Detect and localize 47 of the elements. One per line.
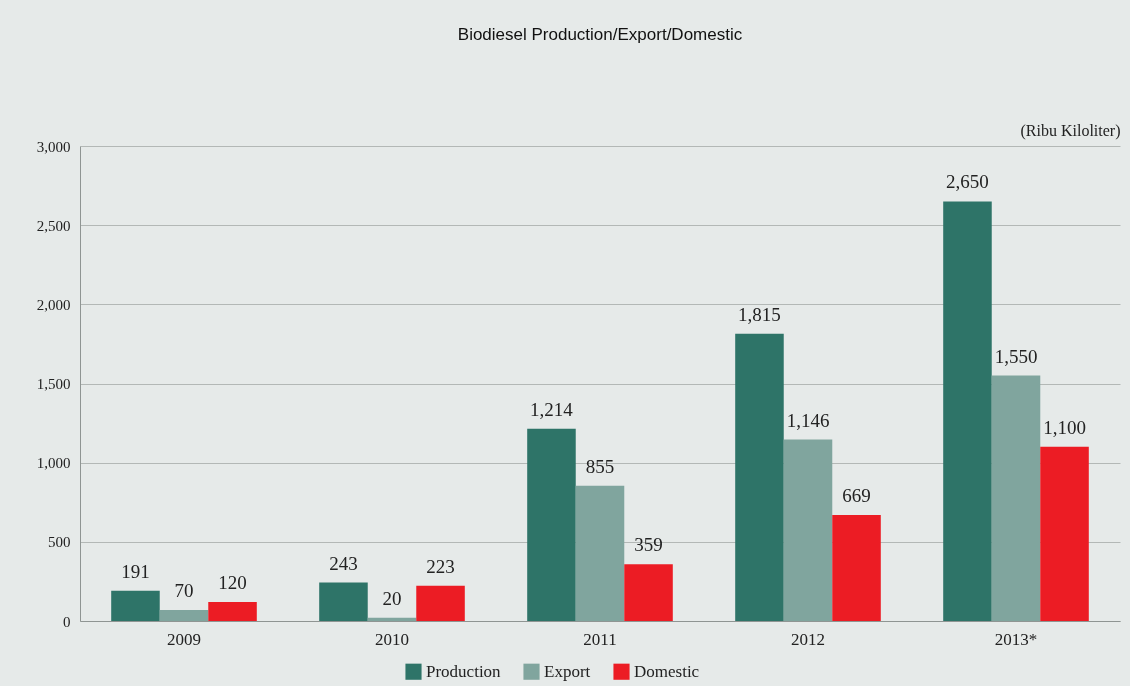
data-label: 855: [585, 455, 615, 477]
y-tick-label: 3,000: [36, 138, 71, 155]
x-tick-label: 2009: [167, 629, 201, 649]
data-label: 20: [382, 587, 402, 609]
data-label: 70: [174, 579, 194, 601]
bar: [832, 515, 881, 621]
bar: [367, 617, 417, 621]
x-tick-label: 2013*: [994, 629, 1038, 649]
bar: [527, 428, 576, 621]
y-tick-label: 2,000: [36, 296, 71, 313]
bar: [319, 582, 368, 621]
x-tick-label: 2010: [375, 629, 409, 649]
bar: [208, 602, 257, 621]
data-label: 1,815: [738, 303, 781, 325]
data-label: 243: [329, 552, 358, 574]
bar: [783, 439, 833, 621]
bar: [111, 590, 160, 621]
y-tick-label: 2,500: [36, 217, 71, 234]
bar: [943, 201, 992, 621]
legend-label: Domestic: [634, 661, 700, 681]
x-tick-label: 2011: [583, 629, 617, 649]
y-axis-title: (Ribu Kiloliter): [1020, 121, 1121, 140]
bar: [735, 333, 784, 621]
data-label: 1,550: [994, 345, 1038, 367]
legend-label: Production: [426, 661, 502, 681]
bar: [416, 585, 465, 621]
y-tick-label: 500: [48, 534, 71, 551]
bar: [1040, 446, 1089, 621]
data-label: 223: [426, 555, 455, 577]
data-label: 1,214: [530, 398, 574, 420]
bar: [575, 485, 625, 621]
data-label: 669: [842, 485, 871, 507]
data-label: 191: [121, 560, 150, 582]
bar: [991, 375, 1041, 621]
x-tick-label: 2012: [791, 629, 825, 649]
data-label: 2,650: [946, 171, 989, 193]
bar: [624, 564, 673, 621]
chart-title: Biodiesel Production/Export/Domestic: [457, 25, 743, 44]
legend-label: Export: [544, 661, 591, 681]
y-tick-label: 1,500: [36, 376, 71, 392]
data-label: 359: [634, 534, 663, 556]
data-label: 120: [218, 572, 247, 593]
data-label: 1,100: [1043, 416, 1086, 438]
data-label: 1,146: [786, 409, 830, 431]
bar: [159, 609, 209, 621]
y-tick-label: 1,000: [36, 455, 71, 472]
y-tick-label: 0: [63, 613, 71, 630]
